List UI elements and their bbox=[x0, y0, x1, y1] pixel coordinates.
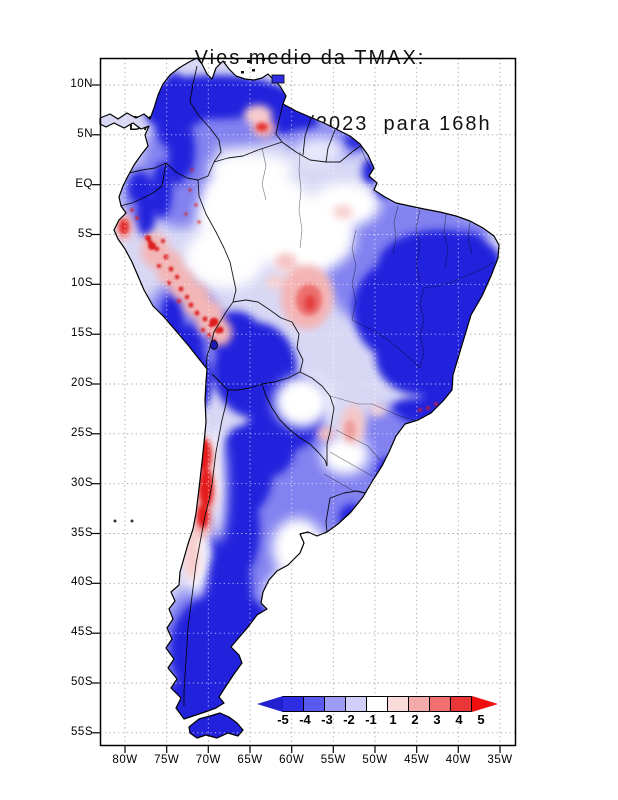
lon-tick-label: 60W bbox=[279, 754, 305, 766]
lat-tick-label: 5N bbox=[77, 128, 93, 140]
colorbar-tick-label: 3 bbox=[433, 712, 441, 727]
colorbar-segment bbox=[303, 696, 325, 712]
lat-tick-label: 55S bbox=[71, 726, 93, 738]
lat-tick-label: 15S bbox=[71, 327, 93, 339]
state-borders bbox=[261, 145, 495, 495]
lon-tick-label: 45W bbox=[404, 754, 430, 766]
lon-tick-label: 35W bbox=[487, 754, 513, 766]
lat-tick-label: 25S bbox=[71, 427, 93, 439]
colorbar-segment bbox=[282, 696, 304, 712]
lon-tick-label: 65W bbox=[237, 754, 263, 766]
country-borders bbox=[119, 65, 367, 706]
lat-tick-label: 50S bbox=[71, 676, 93, 688]
lat-tick-label: 40S bbox=[71, 576, 93, 588]
colorbar-segment bbox=[408, 696, 430, 712]
colorbar-segment bbox=[345, 696, 367, 712]
colorbar-segment bbox=[450, 696, 472, 712]
colorbar-tick-label: 4 bbox=[455, 712, 463, 727]
bias-shading bbox=[100, 58, 499, 738]
lon-tick-label: 50W bbox=[362, 754, 388, 766]
colorbar-segment bbox=[429, 696, 451, 712]
colorbar-right-arrow-icon bbox=[472, 696, 498, 712]
plot-frame bbox=[99, 57, 517, 747]
colorbar-tick-label: 2 bbox=[411, 712, 419, 727]
lon-tick-label: 70W bbox=[195, 754, 221, 766]
lat-tick-label: 10S bbox=[71, 277, 93, 289]
colorbar-tick-label: -4 bbox=[299, 712, 311, 727]
colorbar-tick-label: 5 bbox=[477, 712, 485, 727]
lon-tick-label: 55W bbox=[320, 754, 346, 766]
lat-tick-label: 5S bbox=[77, 228, 93, 240]
colorbar bbox=[257, 696, 498, 712]
colorbar-segment bbox=[324, 696, 346, 712]
lat-tick-label: EQ bbox=[75, 178, 93, 190]
positive-bias-speckles bbox=[130, 168, 438, 412]
axis-ticks bbox=[92, 84, 501, 753]
colorbar-tick-label: -3 bbox=[321, 712, 333, 727]
colorbar-tick-label: -2 bbox=[343, 712, 355, 727]
colorbar-tick-label: -5 bbox=[277, 712, 289, 727]
lat-tick-label: 20S bbox=[71, 377, 93, 389]
lon-tick-label: 80W bbox=[112, 754, 138, 766]
lon-tick-label: 75W bbox=[154, 754, 180, 766]
lat-tick-label: 45S bbox=[71, 626, 93, 638]
colorbar-left-arrow-icon bbox=[257, 696, 283, 712]
lat-tick-label: 10N bbox=[70, 78, 93, 90]
colorbar-segment bbox=[387, 696, 409, 712]
lon-tick-label: 40W bbox=[445, 754, 471, 766]
lat-tick-label: 35S bbox=[71, 527, 93, 539]
colorbar-segment bbox=[366, 696, 388, 712]
lat-tick-label: 30S bbox=[71, 477, 93, 489]
islands bbox=[113, 58, 285, 523]
lake-titicaca bbox=[210, 340, 218, 350]
colorbar-tick-label: 1 bbox=[389, 712, 397, 727]
colorbar-tick-label: -1 bbox=[365, 712, 377, 727]
